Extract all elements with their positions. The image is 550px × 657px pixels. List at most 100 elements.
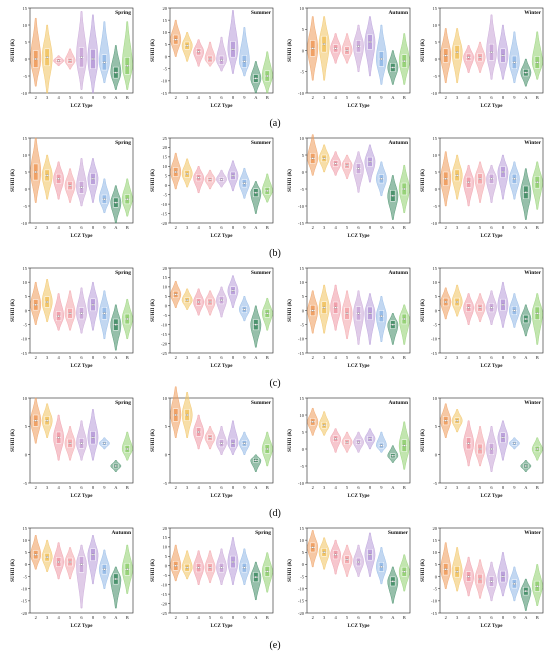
mean-marker-3 [186, 44, 189, 47]
mean-marker-B [403, 59, 406, 63]
mean-marker-3 [323, 157, 326, 160]
x-tick-label: 8 [369, 225, 372, 230]
x-tick-label: 9 [243, 485, 246, 490]
y-tick-label: 10 [433, 153, 438, 158]
y-tick-label: -10 [21, 221, 28, 226]
x-tick-label: 3 [186, 95, 189, 100]
x-tick-label: 3 [46, 485, 49, 490]
y-tick-label: -10 [431, 91, 438, 96]
y-tick-label: 5 [165, 42, 168, 47]
subplot-b-spring: -10 -5 0 5 10 15 Spring SUHII (K) LCZ Type 2 3 4 5 6 8… [11, 136, 134, 239]
y-tick-label: 15 [433, 136, 438, 141]
y-tick-label: 5 [302, 550, 305, 555]
subplot-a-autumn: -10 -5 0 5 10 Autumn SUHII (K) LCZ Type 2 3 4 5 6 8 9 A… [288, 6, 411, 109]
mean-marker-A [114, 464, 117, 468]
mean-marker-5 [478, 577, 482, 581]
x-tick-label: 5 [209, 615, 212, 620]
x-axis-label: LCZ Type [481, 494, 504, 499]
x-tick-label: B [266, 615, 269, 620]
mean-marker-8 [368, 40, 372, 44]
x-tick-label: 2 [312, 615, 314, 620]
y-tick-label: 5 [435, 424, 438, 429]
mean-marker-5 [345, 441, 349, 444]
y-tick-label: -5 [23, 322, 27, 327]
y-tick-label: 10 [163, 164, 168, 169]
x-tick-label: 3 [46, 355, 49, 360]
y-tick-label: 0 [165, 304, 168, 309]
mean-marker-A [114, 201, 117, 204]
x-tick-label: 3 [323, 485, 326, 490]
y-tick-label: -20 [161, 601, 168, 606]
mean-marker-8 [231, 48, 235, 51]
y-tick-label: -15 [298, 599, 305, 604]
y-tick-label: 0 [25, 57, 28, 62]
y-tick-label: 15 [433, 6, 438, 11]
mean-marker-6 [80, 56, 83, 59]
mean-marker-5 [478, 447, 482, 451]
y-tick-label: 15 [163, 18, 168, 23]
y-tick-label: -5 [433, 74, 437, 79]
x-tick-label: 6 [357, 95, 360, 100]
mean-marker-9 [243, 442, 246, 445]
y-tick-label: -10 [161, 79, 168, 84]
x-tick-label: 3 [456, 615, 459, 620]
y-tick-label: -10 [161, 202, 168, 207]
y-tick-label: 10 [433, 280, 438, 285]
subplot-title: Autumn [388, 400, 408, 406]
y-tick-label: -15 [161, 332, 168, 337]
x-tick-label: 4 [197, 95, 200, 100]
x-tick-label: 2 [445, 485, 447, 490]
mean-marker-4 [197, 176, 200, 179]
y-tick-label: 15 [23, 136, 28, 141]
y-axis-label: SUHII (K) [288, 39, 293, 62]
y-tick-label: 15 [23, 6, 28, 11]
mean-marker-B [403, 317, 406, 321]
y-tick-label: 0 [302, 308, 305, 313]
mean-marker-4 [57, 560, 60, 564]
x-tick-label: 6 [490, 615, 493, 620]
mean-marker-3 [46, 300, 49, 304]
mean-marker-8 [501, 436, 505, 439]
x-tick-label: A [524, 95, 528, 100]
mean-marker-2 [311, 546, 314, 549]
x-tick-label: B [536, 95, 539, 100]
mean-marker-2 [34, 419, 37, 422]
mean-marker-2 [174, 170, 177, 174]
y-axis-label: SUHII (K) [151, 559, 156, 582]
x-tick-label: 8 [369, 615, 372, 620]
y-axis-label: SUHII (K) [151, 429, 156, 452]
mean-marker-6 [220, 59, 223, 62]
y-tick-label: -5 [300, 574, 304, 579]
x-tick-label: 9 [513, 355, 516, 360]
mean-marker-A [391, 454, 394, 457]
y-tick-label: -5 [163, 573, 167, 578]
y-tick-label: 5 [165, 294, 168, 299]
x-tick-label: A [391, 485, 395, 490]
mean-marker-9 [243, 60, 246, 63]
x-tick-label: 8 [502, 95, 505, 100]
x-axis-label: LCZ Type [348, 234, 371, 239]
x-tick-label: A [524, 225, 528, 230]
y-tick-label: 20 [163, 266, 168, 271]
x-tick-label: 6 [220, 615, 223, 620]
mean-marker-5 [208, 566, 212, 569]
mean-marker-6 [490, 447, 493, 451]
x-tick-label: 4 [197, 615, 200, 620]
y-tick-label: 15 [163, 535, 168, 540]
y-tick-label: 0 [165, 564, 168, 569]
x-tick-label: 5 [346, 615, 349, 620]
mean-marker-2 [34, 57, 37, 61]
mean-marker-8 [91, 303, 95, 306]
mean-marker-2 [444, 177, 447, 180]
mean-marker-4 [334, 306, 337, 309]
mean-marker-2 [174, 413, 177, 417]
mean-marker-A [391, 66, 394, 69]
x-axis-label: LCZ Type [211, 494, 234, 499]
y-tick-label: -10 [21, 91, 28, 96]
x-axis-label: LCZ Type [211, 624, 234, 629]
mean-marker-A [524, 317, 527, 321]
mean-marker-6 [490, 177, 493, 180]
mean-marker-3 [323, 424, 326, 427]
x-tick-label: B [126, 615, 129, 620]
x-tick-label: 9 [380, 355, 383, 360]
